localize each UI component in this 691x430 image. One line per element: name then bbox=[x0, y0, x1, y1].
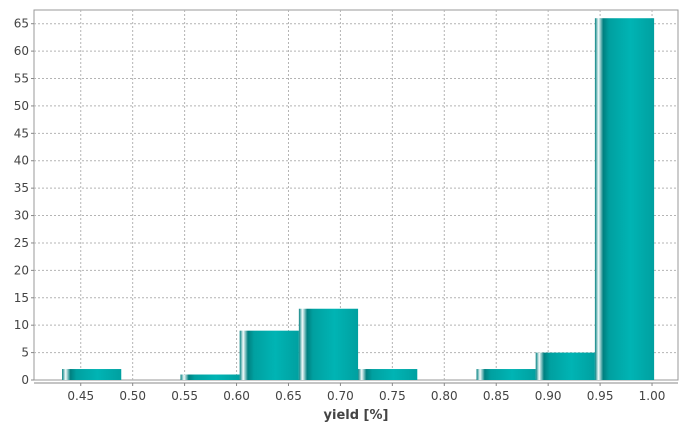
x-tick-label: 0.70 bbox=[327, 389, 354, 403]
x-tick-label: 0.85 bbox=[483, 389, 510, 403]
y-tick-label: 15 bbox=[14, 291, 29, 305]
histogram-bar bbox=[239, 330, 299, 380]
x-tick-label: 0.90 bbox=[535, 389, 562, 403]
histogram-bar bbox=[358, 369, 418, 380]
x-tick-label: 0.65 bbox=[275, 389, 302, 403]
histogram-bar bbox=[62, 369, 122, 380]
histogram-bar bbox=[180, 374, 240, 380]
y-tick-label: 40 bbox=[14, 154, 29, 168]
histogram-bar bbox=[535, 352, 595, 380]
y-tick-label: 0 bbox=[21, 373, 29, 387]
y-tick-label: 45 bbox=[14, 126, 29, 140]
x-tick-label: 0.45 bbox=[67, 389, 94, 403]
y-tick-label: 65 bbox=[14, 17, 29, 31]
x-tick-label: 0.55 bbox=[171, 389, 198, 403]
x-tick-label: 0.60 bbox=[223, 389, 250, 403]
x-axis-title: yield [%] bbox=[324, 408, 389, 423]
x-tick-label: 0.80 bbox=[431, 389, 458, 403]
x-tick-label: 0.50 bbox=[119, 389, 146, 403]
y-tick-label: 50 bbox=[14, 99, 29, 113]
bars bbox=[62, 18, 655, 380]
histogram-bar bbox=[298, 308, 359, 380]
y-tick-label: 10 bbox=[14, 318, 29, 332]
x-tick-label: 0.75 bbox=[379, 389, 406, 403]
y-tick-labels: 0 5 10 15 20 25 30 35 40 45 50 55 60 65 bbox=[14, 17, 29, 387]
y-tick-label: 55 bbox=[14, 72, 29, 86]
histogram-bar bbox=[476, 369, 536, 380]
y-tick-label: 20 bbox=[14, 263, 29, 277]
y-tick-label: 25 bbox=[14, 236, 29, 250]
y-tick-label: 35 bbox=[14, 181, 29, 195]
axes bbox=[34, 382, 678, 386]
x-tick-label: 1.00 bbox=[639, 389, 666, 403]
y-tick-label: 5 bbox=[21, 346, 29, 360]
histogram-bar bbox=[594, 18, 655, 380]
y-tick-label: 30 bbox=[14, 209, 29, 223]
x-tick-labels: 0.45 0.50 0.55 0.60 0.65 0.70 0.75 0.80 0.85 0.90… bbox=[67, 389, 665, 403]
x-tick-label: 0.95 bbox=[587, 389, 614, 403]
y-tick-label: 60 bbox=[14, 44, 29, 58]
